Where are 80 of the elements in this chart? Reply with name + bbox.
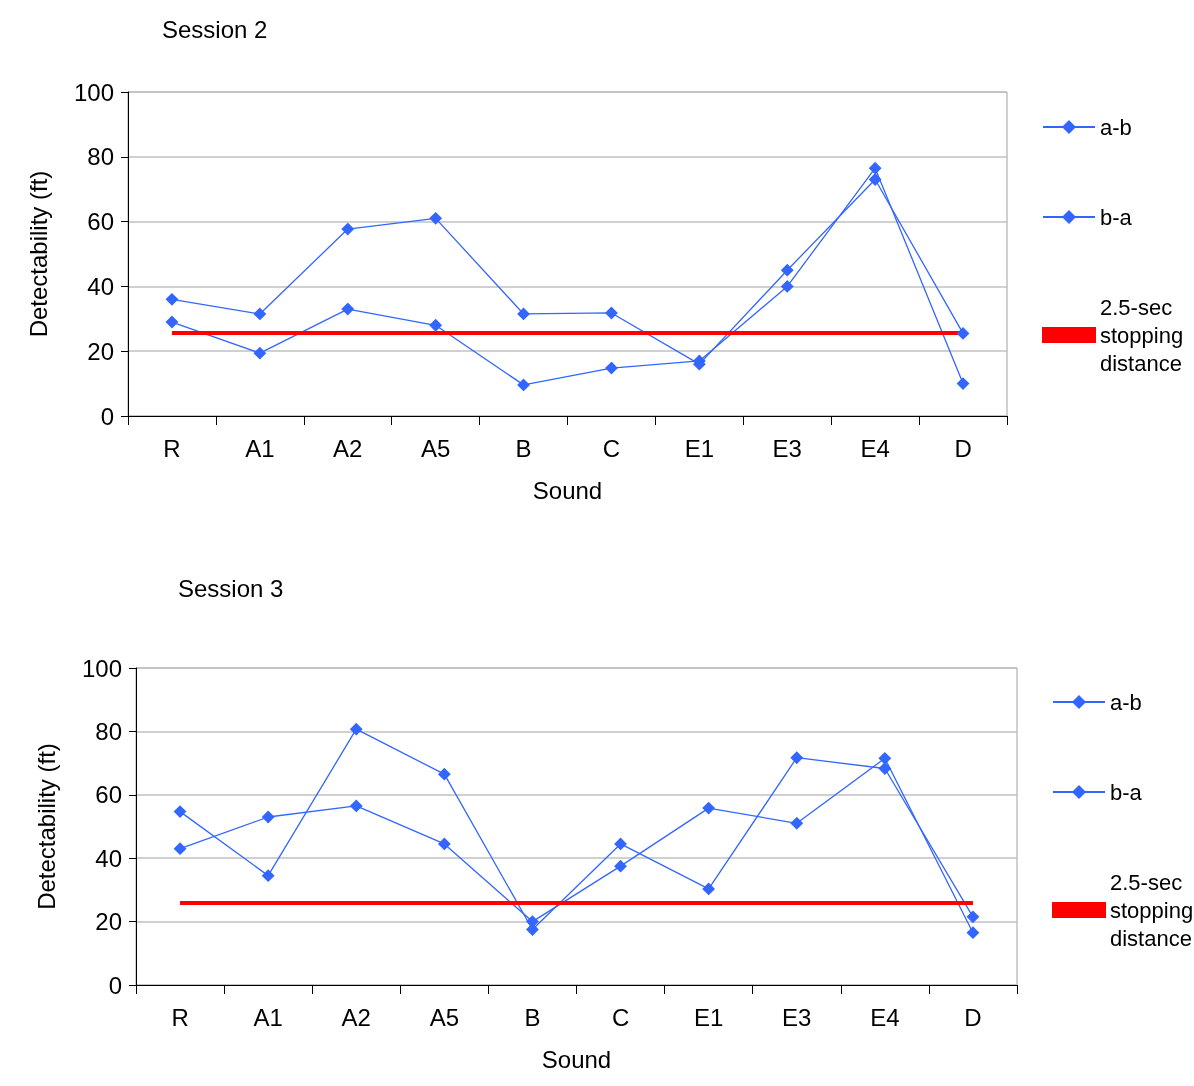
point <box>869 173 882 186</box>
point <box>341 302 354 316</box>
y-tick-label: 0 <box>100 402 114 430</box>
point <box>878 762 891 775</box>
y-tick-label: 100 <box>73 78 114 106</box>
point <box>517 378 530 392</box>
chart-title: Session 2 <box>162 15 268 43</box>
point <box>956 327 970 340</box>
point <box>165 293 179 306</box>
x-axis-title: Sound <box>532 476 603 504</box>
point <box>614 837 627 851</box>
point <box>517 307 530 321</box>
x-tick-label: B <box>524 1003 541 1031</box>
y-tick-label: 40 <box>95 844 122 872</box>
y-axis-title: Detectability (ft) <box>24 170 52 338</box>
point <box>702 882 715 896</box>
point <box>438 837 451 851</box>
point <box>781 264 794 277</box>
legend-label: a-b <box>1100 114 1132 140</box>
point <box>614 859 627 873</box>
x-tick-label: E3 <box>782 1003 812 1031</box>
x-tick-label: A5 <box>420 434 451 462</box>
x-tick-label: A5 <box>429 1003 460 1031</box>
x-tick-label: E4 <box>860 434 890 462</box>
point <box>341 222 354 236</box>
x-tick-label: A2 <box>341 1003 371 1031</box>
legend-label: b-a <box>1110 779 1143 805</box>
x-tick-label: R <box>171 1003 189 1031</box>
x-tick-label: D <box>964 1003 982 1031</box>
legend-label: 2.5-sec stopping distance <box>1110 869 1194 951</box>
y-tick-label: 40 <box>87 272 114 300</box>
point <box>605 306 618 320</box>
point <box>790 751 803 764</box>
x-tick-label: E3 <box>772 434 802 462</box>
x-tick-label: D <box>954 434 972 462</box>
legend-label: a-b <box>1110 689 1142 715</box>
point <box>165 315 179 329</box>
point <box>429 319 442 332</box>
y-tick-label: 60 <box>95 781 122 809</box>
point <box>350 723 363 736</box>
y-tick-label: 80 <box>87 143 114 171</box>
point <box>173 842 187 855</box>
point <box>429 212 442 225</box>
x-axis-title: Sound <box>541 1045 612 1073</box>
point <box>253 346 266 360</box>
x-tick-label: C <box>611 1003 630 1031</box>
y-tick-label: 60 <box>87 208 114 236</box>
y-tick-label: 20 <box>95 908 122 936</box>
x-tick-label: A1 <box>245 434 275 462</box>
point <box>262 810 275 824</box>
point <box>262 869 275 882</box>
legend-label: b-a <box>1100 204 1133 230</box>
legend-label: 2.5-sec stopping distance <box>1100 294 1190 376</box>
point <box>702 801 715 815</box>
x-tick-label: R <box>163 434 181 462</box>
y-tick-label: 0 <box>108 971 122 999</box>
point <box>878 752 891 765</box>
y-tick-label: 80 <box>95 717 122 745</box>
x-tick-label: E1 <box>684 434 715 462</box>
point <box>966 910 980 923</box>
x-tick-label: A1 <box>253 1003 283 1031</box>
point <box>966 926 980 939</box>
chart-title: Session 3 <box>178 574 284 602</box>
point <box>438 768 451 781</box>
y-axis-title: Detectability (ft) <box>32 743 60 910</box>
point <box>253 307 266 321</box>
x-tick-label: E4 <box>870 1003 900 1031</box>
y-tick-label: 100 <box>81 654 122 682</box>
point <box>605 361 618 375</box>
point <box>869 161 882 175</box>
point <box>350 799 363 813</box>
point <box>790 817 803 830</box>
point <box>173 805 187 818</box>
x-tick-label: A2 <box>333 434 363 462</box>
x-tick-label: C <box>602 434 621 462</box>
point <box>781 280 794 293</box>
y-tick-label: 20 <box>87 337 114 365</box>
point <box>956 377 970 390</box>
x-tick-label: B <box>515 434 532 462</box>
x-tick-label: E1 <box>693 1003 724 1031</box>
